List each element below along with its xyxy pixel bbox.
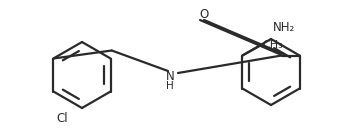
Text: NH₂: NH₂ xyxy=(273,21,295,34)
Text: CH₃: CH₃ xyxy=(262,39,283,50)
Text: N: N xyxy=(166,70,174,84)
Text: O: O xyxy=(199,7,209,21)
Text: Cl: Cl xyxy=(56,112,68,125)
Text: H: H xyxy=(166,81,174,91)
